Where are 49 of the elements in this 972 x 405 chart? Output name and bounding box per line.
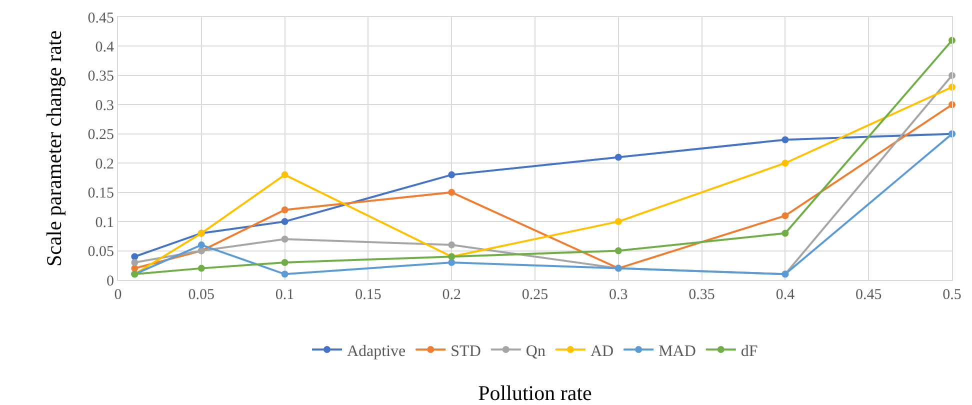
y-tick-label: 0.2	[95, 156, 114, 172]
point	[198, 264, 205, 272]
point	[448, 258, 456, 266]
x-tick-label: 0.5	[942, 287, 962, 303]
point	[614, 247, 622, 254]
y-tick-label: 0.35	[88, 68, 114, 85]
legend-label: Adaptive	[347, 342, 406, 360]
point	[281, 218, 288, 226]
y-tick-label: 0	[106, 273, 114, 290]
legend-label: Qn	[526, 342, 546, 360]
x-tick-label: 0.3	[609, 287, 628, 303]
x-tick-label: 0.05	[188, 287, 215, 303]
point	[448, 171, 456, 178]
y-tick-label: 0.05	[88, 244, 114, 260]
legend-label: AD	[590, 342, 614, 360]
x-tick-label: 0.25	[522, 287, 548, 303]
y-tick-label: 0.1	[95, 214, 114, 231]
point	[448, 241, 456, 248]
point	[198, 241, 205, 248]
point	[448, 188, 456, 196]
legend-label: MAD	[658, 342, 696, 360]
y-tick-label: 0.4	[95, 39, 114, 56]
x-tick-label: 0.2	[442, 287, 461, 303]
x-tick-label: 0.1	[275, 287, 294, 303]
legend-label: STD	[450, 342, 481, 360]
point	[281, 206, 288, 214]
point	[281, 270, 288, 278]
y-tick-label: 0.15	[88, 186, 114, 202]
point	[131, 253, 138, 260]
point	[281, 171, 288, 178]
x-tick-label: 0.45	[855, 287, 882, 303]
y-tick-label: 0.45	[88, 10, 114, 26]
point	[281, 236, 288, 243]
point	[782, 160, 789, 167]
point	[782, 212, 789, 220]
x-axis-title: Pollution rate	[478, 381, 592, 405]
point	[782, 230, 789, 237]
y-tick-label: 0.25	[88, 127, 114, 144]
legend-label: dF	[740, 342, 758, 360]
x-tick-label: 0.15	[355, 287, 382, 303]
point	[614, 154, 622, 161]
y-axis-title: Scale parameter change rate	[42, 30, 66, 267]
point	[782, 136, 789, 144]
point	[614, 218, 622, 226]
x-tick-label: 0.4	[776, 287, 796, 303]
x-tick-label: 0.35	[688, 287, 715, 303]
y-tick-label: 0.3	[95, 98, 114, 114]
point	[281, 258, 288, 266]
point	[131, 258, 138, 266]
